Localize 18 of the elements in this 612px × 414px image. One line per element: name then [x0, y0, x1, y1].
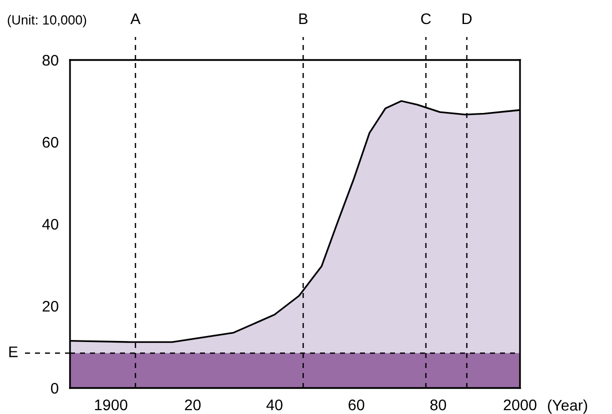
x-tick-label: 20	[185, 400, 201, 410]
y-tick-label: 40	[42, 218, 58, 230]
y-axis-title: (Unit: 10,000)	[8, 14, 86, 28]
x-tick-label: 2000	[504, 400, 536, 410]
x-tick-label: 60	[348, 400, 364, 410]
y-tick-label: 80	[42, 54, 58, 66]
ref-line-label: D	[462, 14, 472, 24]
ref-line-label: B	[299, 14, 308, 24]
x-axis-title: (Year)	[548, 399, 588, 414]
y-tick-label: 20	[42, 300, 58, 312]
ref-line-label: A	[130, 14, 141, 24]
ref-line-label: E	[9, 346, 18, 358]
y-tick-label: 60	[42, 136, 58, 148]
y-tick-label: 0	[50, 382, 58, 394]
x-tick-label: 80	[430, 400, 446, 410]
ref-line-label: C	[421, 13, 431, 24]
x-tick-label: 40	[266, 400, 282, 410]
x-tick-label: 1900	[95, 400, 128, 410]
